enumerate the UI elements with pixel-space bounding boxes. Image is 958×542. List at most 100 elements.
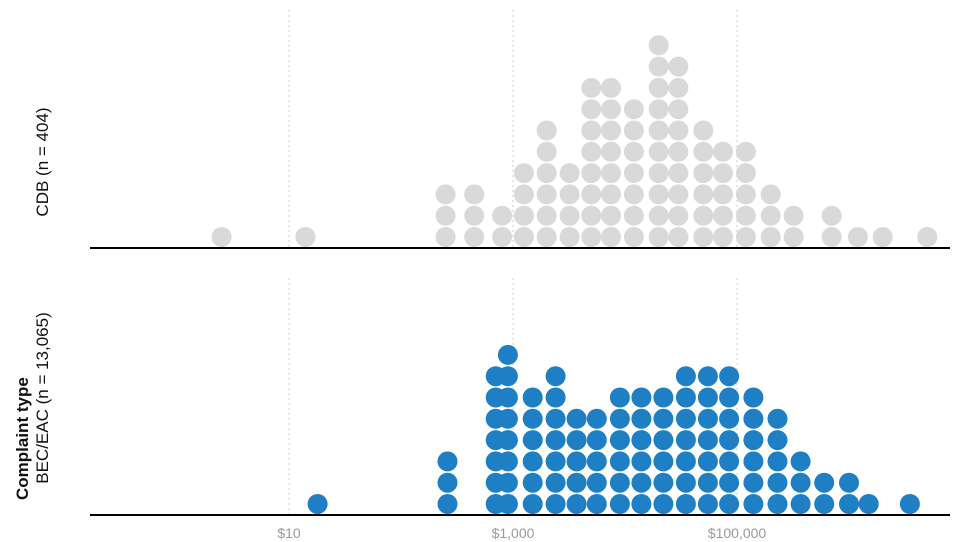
dot-p0-b7-2 (559, 184, 580, 205)
dot-p0-b0-0 (211, 227, 232, 247)
dot-p0-b12-0 (668, 227, 689, 247)
dot-p0-b11-7 (648, 77, 669, 98)
dot-p0-b17-1 (783, 205, 804, 226)
dot-p0-b6-0 (536, 227, 557, 247)
dot-p1-b5-5 (545, 387, 566, 408)
dot-p1-b15-0 (767, 494, 788, 514)
dot-p0-b11-9 (648, 35, 669, 56)
dot-p1-b6-3 (566, 430, 587, 451)
dot-p1-b8-0 (609, 494, 630, 514)
dot-p1-b14-0 (743, 494, 764, 514)
dot-p0-b11-5 (648, 120, 669, 141)
dot-p1-b13-1 (719, 472, 740, 493)
dot-p0-b14-2 (713, 184, 733, 205)
dot-p0-b8-7 (581, 77, 602, 98)
dot-p1-b16-1 (790, 472, 811, 493)
dot-p1-b7-4 (586, 408, 607, 429)
dot-p1-b12-0 (697, 494, 718, 514)
dot-p0-b13-5 (693, 120, 714, 141)
dot-p0-b7-0 (559, 227, 580, 247)
dot-p1-b15-4 (767, 408, 788, 429)
dot-p1-b12-6 (697, 366, 718, 387)
dot-p0-b7-1 (559, 205, 580, 226)
dot-p0-b11-1 (648, 205, 669, 226)
dot-p0-b8-0 (581, 227, 602, 247)
dot-p0-b6-4 (536, 141, 557, 162)
dot-p1-b4-4 (522, 408, 543, 429)
dot-p0-b4-0 (492, 227, 513, 247)
dot-p0-b5-1 (513, 205, 534, 226)
dot-p1-b3-7 (497, 344, 518, 365)
dot-p1-b6-1 (566, 472, 587, 493)
dot-p1-b11-2 (675, 451, 696, 472)
dot-p1-b15-1 (767, 472, 788, 493)
dot-p1-b8-3 (609, 430, 630, 451)
dot-p1-b10-2 (653, 451, 674, 472)
dot-p0-b10-1 (623, 205, 644, 226)
dot-p0-b8-3 (581, 163, 602, 184)
dot-p1-b8-5 (609, 387, 630, 408)
dot-p0-b5-3 (513, 163, 534, 184)
dot-p1-b13-0 (719, 494, 740, 514)
dot-p0-b6-5 (536, 120, 557, 141)
dot-p0-b15-1 (735, 205, 756, 226)
dot-p1-b9-5 (631, 387, 652, 408)
dot-p0-b11-6 (648, 99, 669, 120)
dot-p1-b3-0 (497, 494, 518, 514)
dot-p1-b19-0 (858, 494, 879, 514)
dot-p1-b12-5 (697, 387, 718, 408)
dot-p0-b8-4 (581, 141, 602, 162)
dot-p1-b6-2 (566, 451, 587, 472)
dot-p1-b11-1 (675, 472, 696, 493)
dot-p1-b4-5 (522, 387, 543, 408)
dot-p0-b9-0 (601, 227, 621, 247)
dot-p0-b9-5 (601, 120, 621, 141)
dot-p1-b5-1 (545, 472, 566, 493)
dot-p0-b12-1 (668, 205, 689, 226)
dot-p0-b12-2 (668, 184, 689, 205)
dot-p1-b5-3 (545, 430, 566, 451)
tick-labels: $10 $1,000 $100,000 (277, 525, 766, 541)
dot-p1-b12-2 (697, 451, 718, 472)
dot-p0-b9-6 (601, 99, 621, 120)
dot-p0-b6-3 (536, 163, 557, 184)
dot-p1-b14-4 (743, 408, 764, 429)
dot-p0-b3-1 (464, 205, 485, 226)
dot-p1-b7-3 (586, 430, 607, 451)
dot-p1-b10-5 (653, 387, 674, 408)
dot-p1-b13-3 (719, 430, 740, 451)
dot-p1-b11-3 (675, 430, 696, 451)
dot-p0-b11-4 (648, 141, 669, 162)
dot-p0-b1-0 (295, 227, 316, 247)
dot-p1-b1-1 (437, 472, 458, 493)
dot-p0-b16-1 (760, 205, 781, 226)
tick-label-0: $10 (277, 525, 301, 541)
dot-p0-b13-2 (693, 184, 714, 205)
tick-label-2: $100,000 (708, 525, 767, 541)
dot-p1-b9-2 (631, 451, 652, 472)
dot-p1-b13-6 (719, 366, 740, 387)
dot-p1-b7-2 (586, 451, 607, 472)
dot-p0-b19-0 (847, 227, 868, 247)
dot-p0-b12-7 (668, 77, 689, 98)
dot-p1-b5-4 (545, 408, 566, 429)
dot-p1-b5-6 (545, 366, 566, 387)
dots (211, 35, 938, 514)
dot-p0-b18-1 (821, 205, 842, 226)
dot-p0-b11-2 (648, 184, 669, 205)
dot-p1-b9-4 (631, 408, 652, 429)
dot-p1-b10-1 (653, 472, 674, 493)
dot-p1-b1-2 (437, 451, 458, 472)
dot-p1-b3-3 (497, 430, 518, 451)
dot-p0-b13-3 (693, 163, 714, 184)
dot-p0-b18-0 (821, 227, 842, 247)
dot-p1-b16-2 (790, 451, 811, 472)
dot-p1-b3-5 (497, 387, 518, 408)
dot-p0-b2-2 (435, 184, 456, 205)
dot-p1-b1-0 (437, 494, 458, 514)
dot-p0-b6-1 (536, 205, 557, 226)
tick-label-1: $1,000 (492, 525, 535, 541)
dot-p0-b10-3 (623, 163, 644, 184)
dot-p0-b15-2 (735, 184, 756, 205)
dot-p1-b5-2 (545, 451, 566, 472)
